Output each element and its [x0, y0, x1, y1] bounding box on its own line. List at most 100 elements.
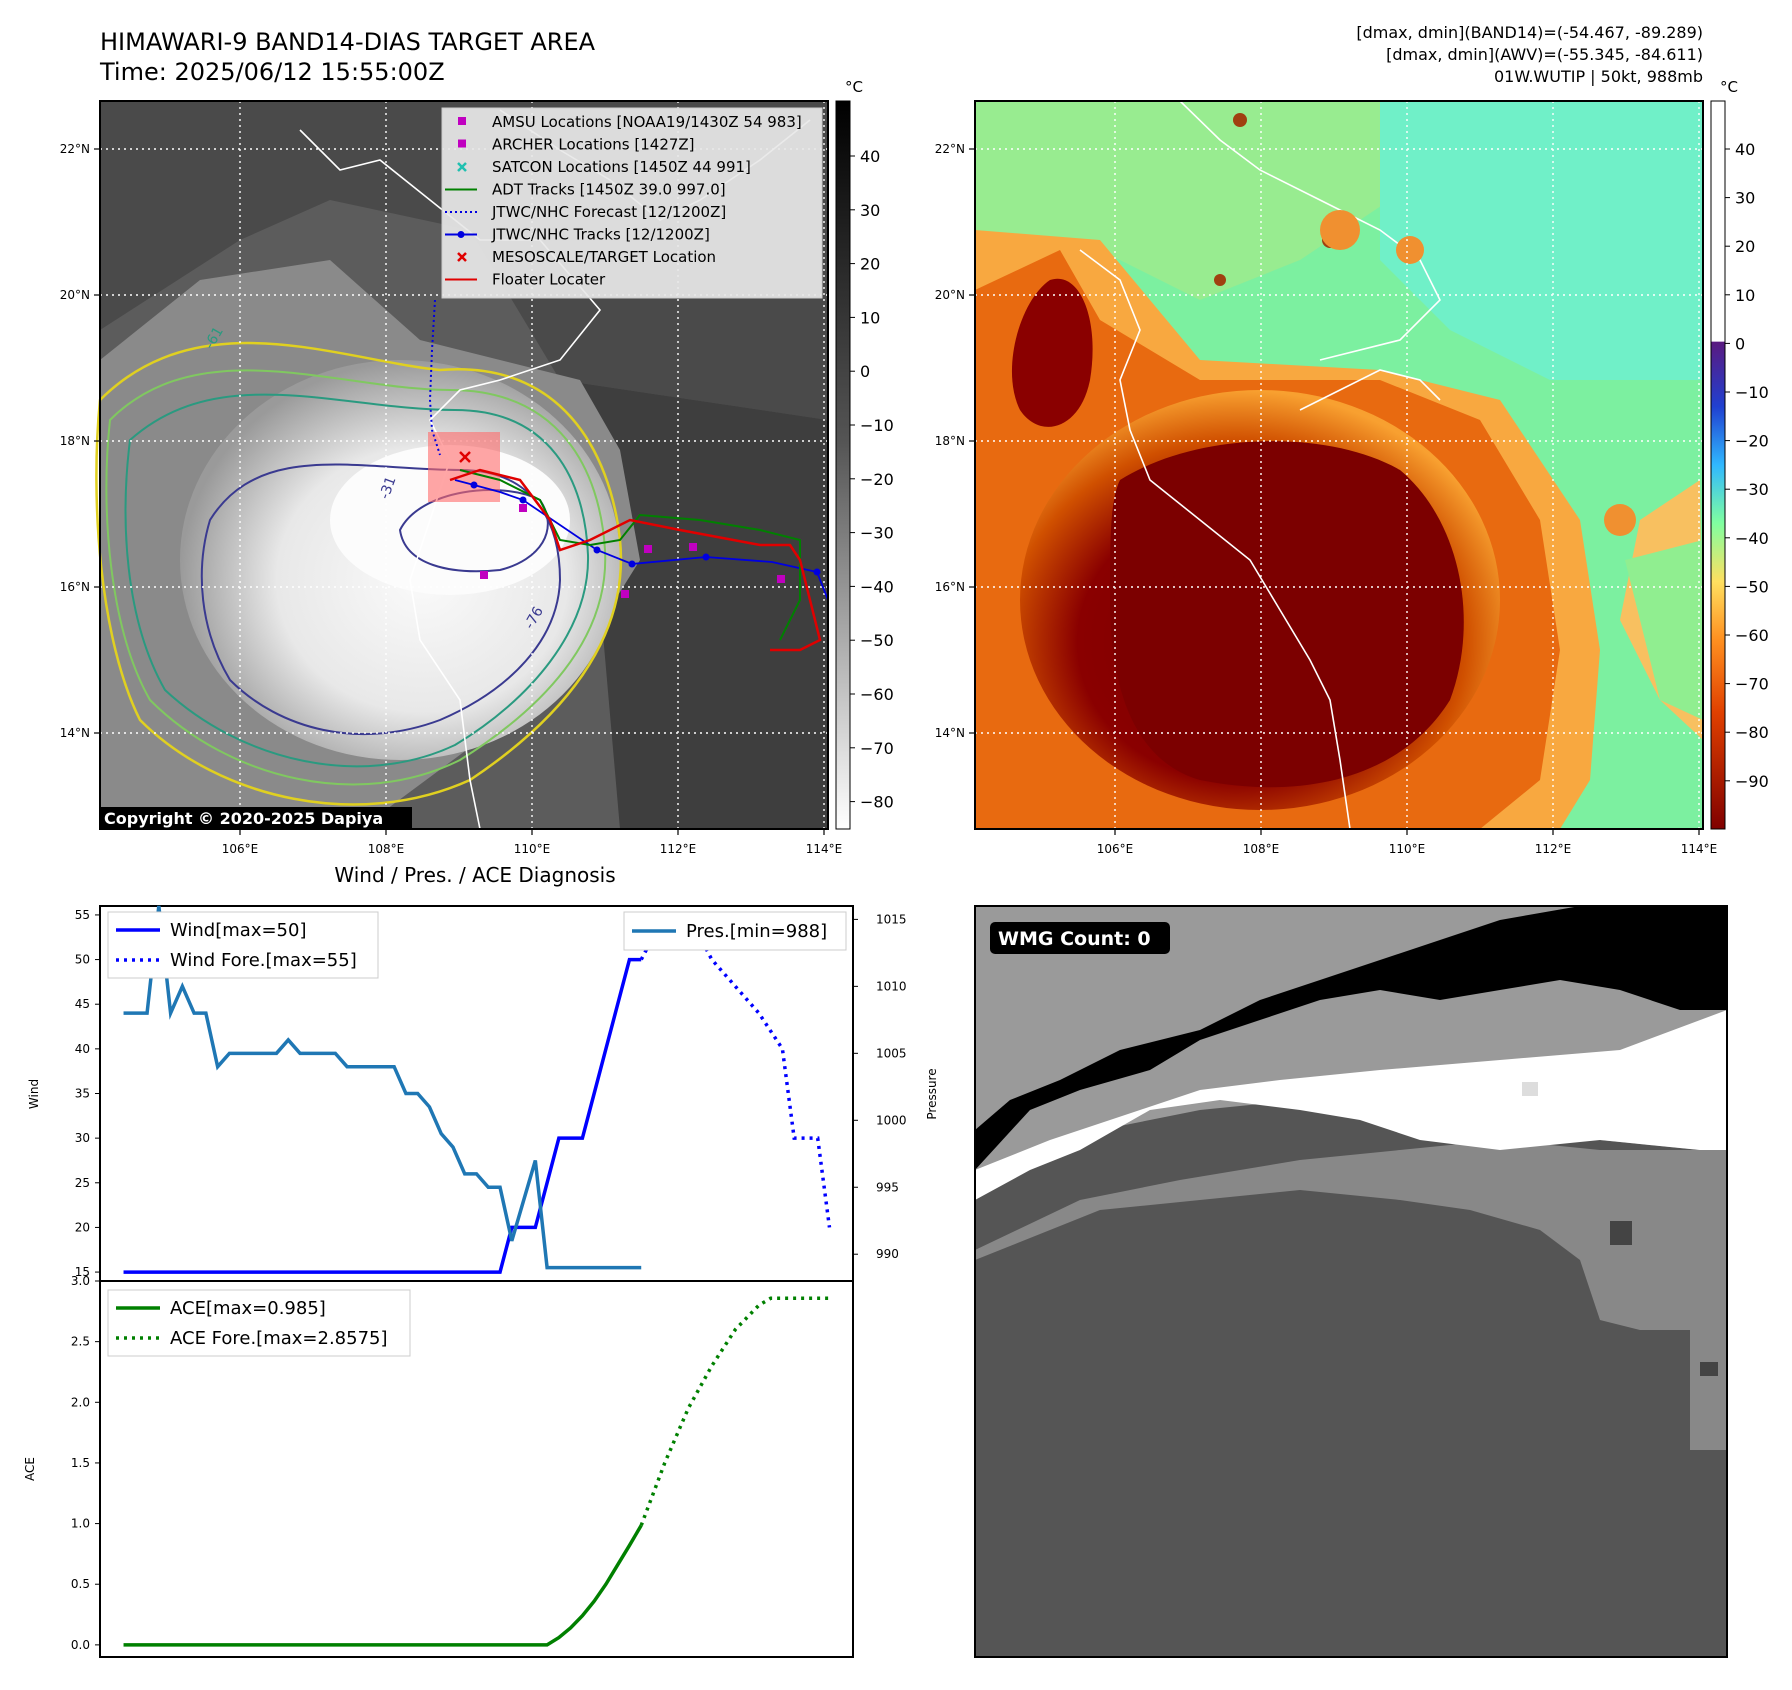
- lon-tick-label: 114°E: [1681, 842, 1718, 856]
- legend-label: JTWC/NHC Forecast [12/1200Z]: [491, 203, 726, 221]
- wmg-count-label: WMG Count: 0: [998, 928, 1151, 950]
- pres-ytick-label: 1010: [876, 979, 907, 993]
- colorbar-tick-label: 20: [1735, 237, 1755, 256]
- series-line: [123, 905, 642, 1270]
- legend-marker: [458, 139, 466, 148]
- series-line: [123, 1524, 643, 1647]
- lon-tick-label: 112°E: [660, 842, 697, 856]
- ir-legend-box: [441, 107, 823, 299]
- legend-entry: MESOSCALE/TARGET Location: [457, 248, 716, 266]
- colorbar-tick-label: 0: [860, 362, 870, 381]
- colorbar-tick-label: −50: [1735, 577, 1769, 596]
- lat-tick-label: 22°N: [935, 142, 965, 156]
- lat-tick-label: 20°N: [935, 288, 965, 302]
- legend-marker: [458, 117, 466, 125]
- colorbar-tick-label: −70: [1735, 675, 1769, 694]
- wind-ytick-label: 30: [75, 1131, 90, 1145]
- series-line: [123, 957, 642, 1274]
- legend-label: Wind Fore.[max=55]: [170, 950, 357, 971]
- ir-legend: AMSU Locations [NOAA19/1430Z 54 983] ARCH…: [445, 113, 802, 289]
- wind-ytick-label: 15: [75, 1265, 90, 1279]
- legend-label: ACE[max=0.985]: [170, 1298, 326, 1319]
- legend-marker: [457, 252, 467, 262]
- ir-colorbar: [835, 100, 851, 830]
- lat-tick-label: 18°N: [935, 434, 965, 448]
- ace-ylabel: ACE: [23, 1457, 37, 1481]
- series-line: [639, 913, 832, 1228]
- series-line: [639, 1296, 830, 1527]
- info-line-3: 01W.WUTIP | 50kt, 988mb: [1494, 67, 1703, 86]
- pres-legend: Pres.[min=988]: [623, 911, 847, 951]
- colorbar-tick-label: −10: [1735, 383, 1769, 402]
- colorbar-tick-label: 30: [1735, 189, 1755, 208]
- wind-ytick-label: 25: [75, 1176, 90, 1190]
- lon-tick-label: 112°E: [1535, 842, 1572, 856]
- ace-chart: 0.00.51.01.52.02.53.0ACEACE[max=0.985]AC…: [23, 1274, 854, 1658]
- wind-ytick-label: 45: [75, 997, 90, 1011]
- info-line-2: [dmax, dmin](AWV)=(-55.345, -84.611): [1386, 45, 1703, 64]
- legend-entry: SATCON Locations [1450Z 44 991]: [457, 158, 751, 176]
- diagnosis-title: Wind / Pres. / ACE Diagnosis: [334, 863, 615, 887]
- colorbar-tick-label: −70: [860, 739, 894, 758]
- colorbar-tick-label: −60: [860, 685, 894, 704]
- info-line-1: [dmax, dmin](BAND14)=(-54.467, -89.289): [1356, 23, 1703, 42]
- colorbar-tick-label: −50: [860, 631, 894, 650]
- colorbar-tick-label: 20: [860, 255, 880, 274]
- wind-ytick-label: 40: [75, 1042, 90, 1056]
- lat-tick-label: 14°N: [935, 726, 965, 740]
- pres-ytick-label: 1000: [876, 1113, 907, 1127]
- ir-map-panel: -76 -61 -31 AMSU Locations [NOAA19/1430Z…: [95, 100, 829, 830]
- lon-tick-label: 106°E: [222, 842, 259, 856]
- awv-axis-ticks: 106°E 108°E 110°E 112°E 114°E 22°N 20°N 18°N 16°…: [935, 142, 1718, 856]
- wind-legend: Wind[max=50] Wind Fore.[max=55]: [107, 911, 379, 979]
- lon-tick-label: 108°E: [1243, 842, 1280, 856]
- legend-label: Pres.[min=988]: [686, 921, 827, 942]
- legend-label: Wind[max=50]: [170, 920, 307, 941]
- legend-entry: JTWC/NHC Forecast [12/1200Z]: [445, 203, 726, 221]
- ace-ytick-label: 1.5: [71, 1456, 90, 1470]
- lat-tick-label: 16°N: [60, 580, 90, 594]
- wind-pressure-chart: 15 20 25 30 35 40 45 50 55 990 995 1000 1005 1010 1015…: [27, 905, 939, 1282]
- legend-label: ACE Fore.[max=2.8575]: [170, 1328, 388, 1349]
- ace-ytick-label: 0.0: [71, 1638, 90, 1652]
- colorbar-tick-label: 0: [1735, 334, 1745, 353]
- lat-tick-label: 16°N: [935, 580, 965, 594]
- contour-label: -31: [377, 474, 400, 501]
- ir-axis-ticks: 106°E 108°E 110°E 112°E 114°E 22°N 20°N 18°N 16°…: [60, 142, 843, 856]
- ace-ytick-label: 3.0: [71, 1274, 90, 1288]
- legend-label: Floater Locater: [492, 271, 606, 289]
- lat-tick-label: 18°N: [60, 434, 90, 448]
- lat-tick-label: 20°N: [60, 288, 90, 302]
- wind-ytick-label: 50: [75, 953, 90, 967]
- lon-tick-label: 110°E: [1389, 842, 1426, 856]
- legend-entry: ADT Tracks [1450Z 39.0 997.0]: [445, 181, 726, 199]
- awv-colorbar-unit: °C: [1720, 78, 1738, 96]
- colorbar-tick-label: 10: [1735, 286, 1755, 305]
- legend-marker-dot: [457, 231, 465, 238]
- legend-marker: [457, 162, 467, 172]
- legend-label: AMSU Locations [NOAA19/1430Z 54 983]: [492, 113, 802, 131]
- colorbar-tick-label: −40: [1735, 529, 1769, 548]
- colorbar-tick-label: −10: [860, 416, 894, 435]
- colorbar-tick-label: 40: [860, 147, 880, 166]
- wind-ytick-label: 35: [75, 1087, 90, 1101]
- awv-colorbar: [1710, 100, 1726, 830]
- colorbar-tick-label: 30: [860, 201, 880, 220]
- lat-tick-label: 22°N: [60, 142, 90, 156]
- legend-label: SATCON Locations [1450Z 44 991]: [492, 158, 751, 176]
- wind-ytick-label: 55: [75, 908, 90, 922]
- pres-ytick-label: 1015: [876, 912, 907, 926]
- colorbar-tick-label: −90: [1735, 772, 1769, 791]
- colorbar-tick-label: 40: [1735, 140, 1755, 159]
- colorbar-tick-label: −20: [1735, 432, 1769, 451]
- lon-tick-label: 108°E: [368, 842, 405, 856]
- colorbar-tick-label: −60: [1735, 626, 1769, 645]
- lon-tick-label: 110°E: [514, 842, 551, 856]
- wmg-panel: WMG Count: 0: [974, 905, 1728, 1658]
- ace-legend-box: [107, 1289, 411, 1357]
- lon-tick-label: 114°E: [806, 842, 843, 856]
- legend-label: MESOSCALE/TARGET Location: [492, 248, 716, 266]
- legend-label: ADT Tracks [1450Z 39.0 997.0]: [492, 181, 726, 199]
- pres-ytick-label: 1005: [876, 1046, 907, 1060]
